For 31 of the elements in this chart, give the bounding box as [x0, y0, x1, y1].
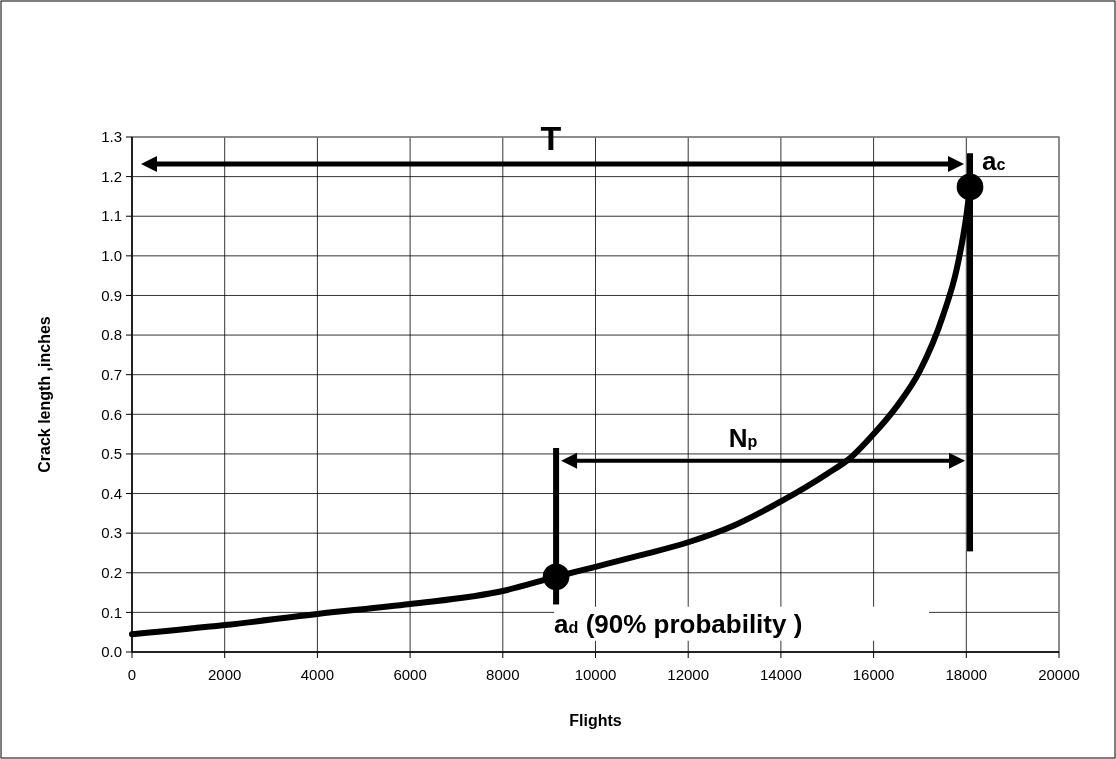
- annotation: T: [540, 118, 562, 157]
- y-tick-label: 1.1: [101, 207, 122, 225]
- x-tick-label: 10000: [574, 666, 617, 683]
- y-tick-label: 1.0: [101, 247, 122, 265]
- y-tick-label: 0.5: [101, 445, 122, 463]
- y-tick-label: 0.0: [101, 643, 122, 661]
- x-tick-label: 6000: [393, 666, 427, 683]
- y-axis-title: Crack length ,inches: [36, 316, 53, 473]
- y-tick-label: 1.3: [101, 128, 122, 146]
- y-tick-label: 0.8: [101, 326, 122, 344]
- x-tick-label: 14000: [760, 666, 802, 683]
- x-tick-label: 16000: [852, 666, 895, 683]
- annotation: ad (90% probability ): [554, 608, 803, 639]
- y-tick-label: 0.2: [101, 564, 122, 582]
- y-tick-label: 0.6: [101, 405, 122, 423]
- x-tick-label: 0: [127, 666, 137, 683]
- y-tick-label: 0.4: [101, 484, 122, 502]
- x-tick-label: 2000: [208, 666, 242, 683]
- y-tick-label: 1.2: [101, 167, 122, 185]
- annotation: ac: [982, 145, 1006, 176]
- x-tick-label: 18000: [945, 666, 988, 683]
- y-tick-label: 0.9: [101, 286, 122, 304]
- x-tick-label: 12000: [667, 666, 710, 683]
- y-tick-label: 0.1: [101, 603, 122, 621]
- annotation: Np: [728, 422, 758, 453]
- x-axis-title: Flights: [569, 712, 622, 729]
- y-tick-label: 0.3: [101, 524, 122, 542]
- x-tick-label: 8000: [486, 666, 520, 683]
- x-tick-label: 4000: [300, 666, 335, 683]
- y-tick-label: 0.7: [101, 365, 122, 383]
- x-tick-label: 20000: [1038, 666, 1080, 683]
